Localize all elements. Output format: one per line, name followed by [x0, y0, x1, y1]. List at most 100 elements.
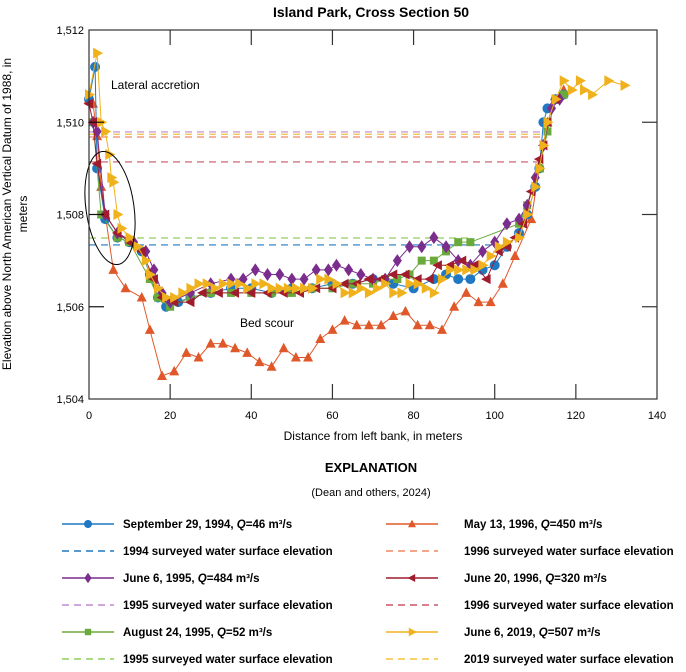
- data-point: [405, 270, 414, 279]
- legend-item-may-13-1996-q-450-m-s: May 13, 1996, Q=450 m³/s: [386, 519, 602, 531]
- data-point: [323, 263, 333, 277]
- data-point: [263, 267, 273, 281]
- data-point: [93, 47, 104, 59]
- data-point: [235, 278, 246, 290]
- data-point: [399, 269, 410, 280]
- legend-item-june-20-1996-q-320-m-s: June 20, 1996, Q=320 m³/s: [386, 573, 607, 585]
- data-point: [117, 222, 128, 234]
- data-point: [339, 278, 349, 289]
- legend-label: June 20, 1996, Q=320 m³/s: [464, 573, 607, 585]
- data-point: [465, 274, 476, 285]
- data-point: [92, 124, 102, 138]
- data-point: [259, 278, 270, 290]
- y-tick-label: 1,508: [56, 210, 84, 222]
- data-point: [144, 324, 155, 334]
- data-point: [303, 351, 314, 362]
- data-point: [494, 241, 505, 253]
- data-point: [101, 125, 112, 137]
- data-point: [417, 240, 427, 254]
- data-point: [243, 282, 254, 294]
- data-point: [429, 231, 439, 245]
- legend: September 29, 1994, Q=46 m³/s 1994 survey…: [62, 519, 674, 666]
- data-point: [389, 287, 400, 299]
- x-tick-label: 20: [164, 410, 176, 422]
- x-tick-label: 0: [86, 410, 92, 422]
- data-point: [210, 282, 221, 294]
- data-point: [620, 79, 631, 91]
- data-point: [356, 282, 367, 294]
- data-point: [575, 75, 586, 87]
- data-point: [250, 263, 260, 277]
- y-tick-label: 1,506: [56, 302, 84, 314]
- data-point: [470, 264, 481, 276]
- data-point: [300, 282, 311, 294]
- data-point: [186, 282, 197, 294]
- data-point: [153, 282, 164, 294]
- data-point: [331, 258, 341, 272]
- data-point: [332, 278, 343, 290]
- legend-item-september-29-1994-q-46-m-s: September 29, 1994, Q=46 m³/s: [62, 519, 292, 531]
- data-point: [85, 89, 95, 101]
- x-axis-label: Distance from left bank, in meters: [284, 429, 463, 443]
- legend-label: 1995 surveyed water surface elevation: [123, 654, 333, 666]
- data-point: [283, 282, 294, 294]
- data-point: [424, 274, 434, 285]
- data-point: [108, 264, 119, 274]
- y-axis-label-line2: meters: [16, 196, 30, 233]
- data-point: [486, 250, 497, 262]
- data-point: [217, 338, 228, 348]
- annotation-bed-scour: Bed scour: [240, 316, 294, 330]
- data-point: [109, 176, 120, 188]
- series-line: [88, 89, 565, 377]
- legend-item-june-6-1995-q-484-m-s: June 6, 1995, Q=484 m³/s: [62, 572, 260, 585]
- data-point: [218, 278, 229, 290]
- series-layer: [83, 47, 631, 380]
- x-tick-label: 40: [245, 410, 257, 422]
- data-point: [535, 162, 546, 174]
- data-point: [531, 181, 542, 193]
- data-point: [376, 319, 387, 330]
- legend-label: June 6, 1995, Q=484 m³/s: [123, 573, 260, 585]
- data-point: [466, 238, 475, 247]
- data-point: [266, 361, 277, 371]
- data-point: [405, 240, 415, 254]
- data-point: [473, 296, 484, 307]
- data-point: [489, 260, 500, 271]
- legend-marker-circle: [84, 520, 92, 528]
- legend-marker-triangle-right: [408, 627, 417, 637]
- data-point: [461, 287, 472, 297]
- data-point: [202, 278, 213, 290]
- data-point: [364, 287, 375, 299]
- data-point: [485, 296, 496, 307]
- data-point: [245, 287, 256, 298]
- data-point: [392, 254, 402, 268]
- data-point: [543, 127, 552, 136]
- data-point: [381, 278, 392, 290]
- data-point: [91, 158, 102, 169]
- legend-item-1995-surveyed-water-surface-elevation: 1995 surveyed water surface elevation: [62, 654, 333, 666]
- data-point: [497, 278, 508, 288]
- data-point: [388, 310, 399, 320]
- legend-marker-square: [84, 628, 92, 636]
- data-point: [526, 213, 537, 224]
- data-point: [344, 263, 354, 277]
- data-point: [393, 275, 402, 284]
- data-point: [446, 264, 457, 276]
- y-tick-label: 1,512: [56, 25, 84, 37]
- legend-item-1996-surveyed-water-surface-elevation: 1996 surveyed water surface elevation: [386, 600, 674, 612]
- legend-item-1994-surveyed-water-surface-elevation: 1994 surveyed water surface elevation: [62, 546, 333, 558]
- data-point: [559, 75, 570, 87]
- data-point: [559, 90, 568, 99]
- legend-item-june-6-2019-q-507-m-s: June 6, 2019, Q=507 m³/s: [386, 627, 601, 639]
- data-point: [373, 282, 384, 294]
- x-tick-label: 120: [567, 410, 585, 422]
- data-point: [462, 264, 473, 276]
- data-point: [251, 278, 262, 290]
- data-point: [290, 351, 301, 362]
- data-point: [339, 315, 350, 325]
- data-point: [213, 287, 223, 298]
- data-point: [436, 324, 447, 334]
- data-point: [387, 269, 398, 280]
- data-point: [588, 89, 599, 101]
- data-point: [178, 287, 189, 299]
